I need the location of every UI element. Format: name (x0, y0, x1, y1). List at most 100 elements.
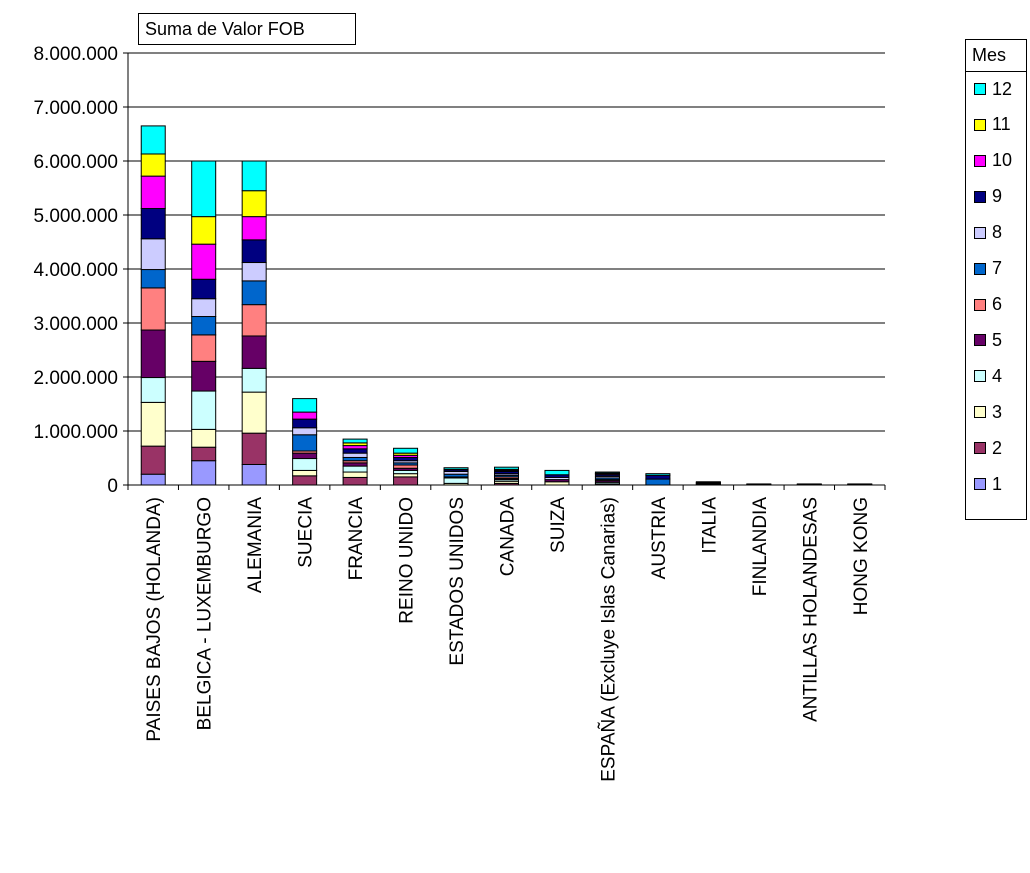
bar-segment (191, 334, 217, 362)
bar-segment (241, 335, 267, 369)
bar-segment (443, 467, 469, 470)
bar-segment (847, 483, 873, 485)
legend-swatch (974, 298, 986, 311)
bar-segment (645, 473, 671, 476)
bar-segment (292, 458, 318, 471)
bar-segment (191, 160, 217, 218)
y-tick-label: 3.000.000 (33, 314, 118, 335)
bar-segment (241, 304, 267, 337)
legend-item: 10 (974, 150, 1013, 171)
x-tick-labels: PAISES BAJOS (HOLANDA) BELGICA - LUXEMBUR… (144, 497, 872, 782)
bar-segment (140, 238, 166, 271)
legend-item: 7 (974, 258, 1002, 279)
bar-segment (342, 471, 368, 478)
legend-item: 11 (974, 114, 1011, 135)
bar-segment (241, 280, 267, 306)
legend-label: 1 (992, 473, 1003, 494)
y-tick-label: 5.000.000 (33, 206, 118, 227)
bar-segment (342, 448, 368, 454)
bar-segment (241, 432, 267, 465)
legend-swatch (974, 83, 986, 95)
bar-segment (393, 476, 419, 486)
x-tick-label: ESTADOS UNIDOS (447, 497, 468, 666)
legend-swatch (974, 370, 986, 383)
legend-item: 3 (974, 402, 1002, 422)
x-tick-label: FINLANDIA (750, 497, 771, 597)
legend-swatch (974, 406, 986, 419)
x-tick-label: AUSTRIA (649, 497, 670, 580)
legend-label: 10 (992, 150, 1013, 171)
gridlines (128, 52, 885, 432)
legend-field-button[interactable]: Mes (965, 39, 1027, 72)
bar-segment (342, 476, 368, 486)
x-tick-label: HONG KONG (851, 497, 872, 615)
y-tick-labels: 0 1.000.000 2.000.000 3.000.000 4.000.000 5.0… (33, 44, 118, 497)
legend-item: 5 (974, 330, 1002, 350)
x-tick-label: CANADA (498, 497, 519, 577)
bar-segment (191, 428, 217, 448)
legend-label: 6 (992, 294, 1003, 314)
bar-segment (140, 269, 166, 289)
bar-segment (292, 469, 318, 477)
bar-segment (140, 473, 166, 486)
bar-segment (191, 460, 217, 486)
bar-segment (140, 377, 166, 403)
x-tick-label: PAISES BAJOS (HOLANDA) (144, 497, 165, 742)
x-tick-label: SUIZA (548, 497, 569, 553)
bar-segment (292, 452, 318, 460)
bar-segment (292, 475, 318, 486)
bar-segment (342, 438, 368, 444)
bar-segment (191, 360, 217, 392)
bar-segment (140, 329, 166, 379)
bar-segment (342, 465, 368, 473)
legend-swatch (974, 478, 986, 491)
legend-swatch (974, 262, 986, 275)
y-tick-label: 8.000.000 (33, 44, 118, 65)
bar-segment (393, 447, 419, 454)
bar-segment (241, 262, 267, 282)
data-field-button[interactable]: Suma de Valor FOB (138, 13, 356, 45)
legend-item: 9 (974, 186, 1002, 207)
bar-segment (292, 411, 318, 420)
legend-label: 12 (992, 78, 1013, 99)
bar-segment (292, 434, 318, 452)
bar-segment (292, 398, 318, 413)
legend-label: 11 (992, 114, 1011, 135)
x-tick-label: ALEMANIA (245, 497, 266, 593)
bar-segment (746, 483, 772, 485)
legend: 12 11 10 9 8 7 6 5 4 3 2 1 (965, 71, 1027, 520)
legend-swatch (974, 334, 986, 347)
legend-item: 6 (974, 294, 1003, 315)
bar-segment (140, 175, 166, 210)
legend-item: 8 (974, 222, 1003, 243)
y-tick-label: 4.000.000 (33, 260, 118, 281)
bar-segment (241, 463, 267, 486)
legend-label: 8 (992, 222, 1003, 243)
bar-segment (292, 427, 318, 436)
x-tick-label: BELGICA - LUXEMBURGO (195, 497, 216, 730)
bar-segment (292, 418, 318, 429)
bar-segment (191, 216, 217, 245)
bar-segment (191, 298, 217, 318)
legend-item: 4 (974, 366, 1002, 386)
bar-segment (241, 190, 267, 218)
bar-segment (544, 469, 570, 476)
bar-segment (342, 452, 368, 458)
legend-label: 2 (992, 437, 1003, 458)
bar-segment (191, 243, 217, 280)
bar-segment (796, 483, 822, 485)
bar-segment (645, 474, 671, 480)
x-tick-label: ESPAÑA (Excluye Islas Canarias) (597, 497, 619, 782)
x-tick-label: SUECIA (296, 497, 317, 568)
bar-segment (191, 446, 217, 462)
legend-swatch (974, 442, 986, 455)
bar-segment (140, 401, 166, 447)
axes (123, 52, 886, 490)
legend-item: 12 (974, 79, 1012, 99)
legend-label: 3 (992, 401, 1003, 422)
x-tick-label: ITALIA (699, 497, 720, 554)
x-tick-label: FRANCIA (346, 497, 367, 581)
bar-segment (645, 478, 671, 486)
y-tick-label: 7.000.000 (33, 98, 118, 119)
legend-label: 4 (992, 365, 1003, 386)
